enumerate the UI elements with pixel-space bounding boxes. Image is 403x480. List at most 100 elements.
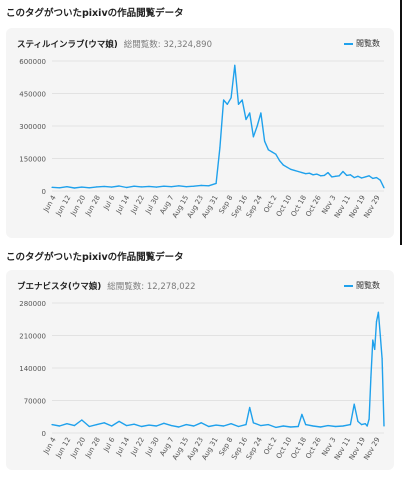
chart-2-data-point [126,424,128,427]
chart-2-data-point [103,422,105,424]
chart-1-data-point [256,125,258,127]
chart-2-data-point [364,423,366,425]
chart-2-data-point [381,358,383,360]
chart-1-y-tick-label: 0 [42,188,46,196]
chart-2-data-point [282,425,284,427]
chart-2-data-point [200,422,202,424]
chart-1-data-point [271,151,273,153]
chart-2-data-point [334,425,337,428]
chart-2-y-tick-label: 70000 [24,398,46,406]
chart-2-y-tick-label: 280000 [19,300,46,308]
chart-1-data-point [323,174,325,176]
chart-2-data-point [88,425,90,428]
chart-1-data-point [118,185,120,187]
chart-1-data-point [163,185,165,187]
chart-1-data-point [234,64,236,66]
chart-1-data-point [88,187,90,189]
chart-2-data-point [249,406,251,409]
chart-2-data-point [51,424,53,426]
chart-2-data-point [73,424,75,427]
chart-1-data-point [66,186,68,188]
chart-1-x-tick-label: Jul 14 [114,194,131,216]
chart-2-data-point [361,424,363,426]
chart-2-data-point [312,425,314,427]
chart-2-data-point [353,403,355,405]
chart-2-data-point [163,422,165,424]
chart-2-data-point [342,425,344,427]
chart-1-data-point [331,176,333,178]
chart-1-data-point [185,186,187,188]
chart-1-data-point [346,174,348,176]
chart-1-data-point [215,182,217,185]
chart-2-data-point [275,426,277,429]
chart-2-data-point [319,426,322,428]
chart-1-data-point [368,175,370,177]
chart-2-data-point [185,424,187,426]
chart-1-data-point [241,99,243,101]
chart-2-data-point [215,424,217,426]
chart-1-data-point [264,140,266,142]
chart-1-data-point [375,176,378,179]
chart-1-data-point [286,166,288,168]
chart-1-data-point [96,186,98,188]
chart-2-data-point [193,425,195,427]
chart-2-data-point [383,425,385,427]
chart-1-data-point [140,186,143,188]
chart-1-data-point [305,173,307,175]
chart-card-2: ブエナビスタ(ウマ娘) 総閲覧数: 12,278,022 閲覧数 0 70000 14… [6,270,394,470]
chart-2-data-point [374,348,376,351]
chart-1-title: スティルインラブ(ウマ娘) 総閲覧数: 32,324,890 [17,38,212,50]
chart-1-data-point [260,112,262,114]
chart-1-data-point [219,147,221,149]
chart-2-data-point [170,424,172,427]
chart-1-data-point [148,185,150,188]
chart-1-name: スティルインラブ(ウマ娘) [17,40,118,50]
chart-2-data-point [375,320,378,323]
chart-2-x-tick-label: Jul 14 [114,436,131,458]
chart-1-data-point [278,160,281,162]
chart-1-data-point [338,175,340,177]
chart-2-data-point [372,339,374,341]
chart-2-data-point [58,425,61,427]
chart-2-data-point [155,425,158,427]
chart-1-y-tick-label: 150000 [19,156,46,164]
chart-2-series-line [51,311,385,429]
chart-1-total: 総閲覧数: 32,324,890 [123,40,212,50]
chart-2-data-point [297,425,299,428]
chart-1-data-point [297,170,299,173]
chart-1-data-point [301,171,303,174]
chart-2-data-point [366,425,368,427]
chart-1-data-point [372,177,374,180]
chart-2-data-point [245,424,247,426]
chart-1-data-point [73,187,75,189]
chart-1-y-tick-label: 600000 [19,58,46,66]
chart-2-legend[interactable]: 閲覧数 [344,280,380,291]
chart-1-x-tick-label: Jul 22 [129,194,146,216]
chart-2-y-tick-label: 0 [42,430,46,438]
chart-2-x-tick-label: Oct 26 [304,436,323,461]
chart-2-data-point [66,423,68,425]
chart-1-data-point [364,176,366,178]
chart-2-data-point [118,420,120,422]
chart-2-x-tick-label: Jul 22 [129,436,146,458]
chart-1-data-point [226,103,228,105]
chart-1-series-line [51,64,385,189]
chart-1-legend[interactable]: 閲覧数 [344,38,380,49]
chart-1-data-point [334,175,337,177]
chart-2-data-point [140,425,143,428]
chart-1-data-point [111,186,113,188]
chart-2-data-point [267,424,269,426]
chart-2-data-point [111,425,113,427]
chart-1-data-point [327,171,329,174]
chart-1-data-point [245,118,247,121]
chart-1-data-point [290,168,292,170]
chart-1-data-point [316,173,318,175]
chart-1-data-point [379,179,381,181]
chart-1-data-point [126,186,128,189]
chart-2-data-point [208,425,210,428]
chart-1-data-point [319,175,322,177]
chart-2-y-tick-label: 210000 [19,333,46,341]
chart-1-data-point [51,186,53,188]
chart-1-data-point [133,185,135,187]
